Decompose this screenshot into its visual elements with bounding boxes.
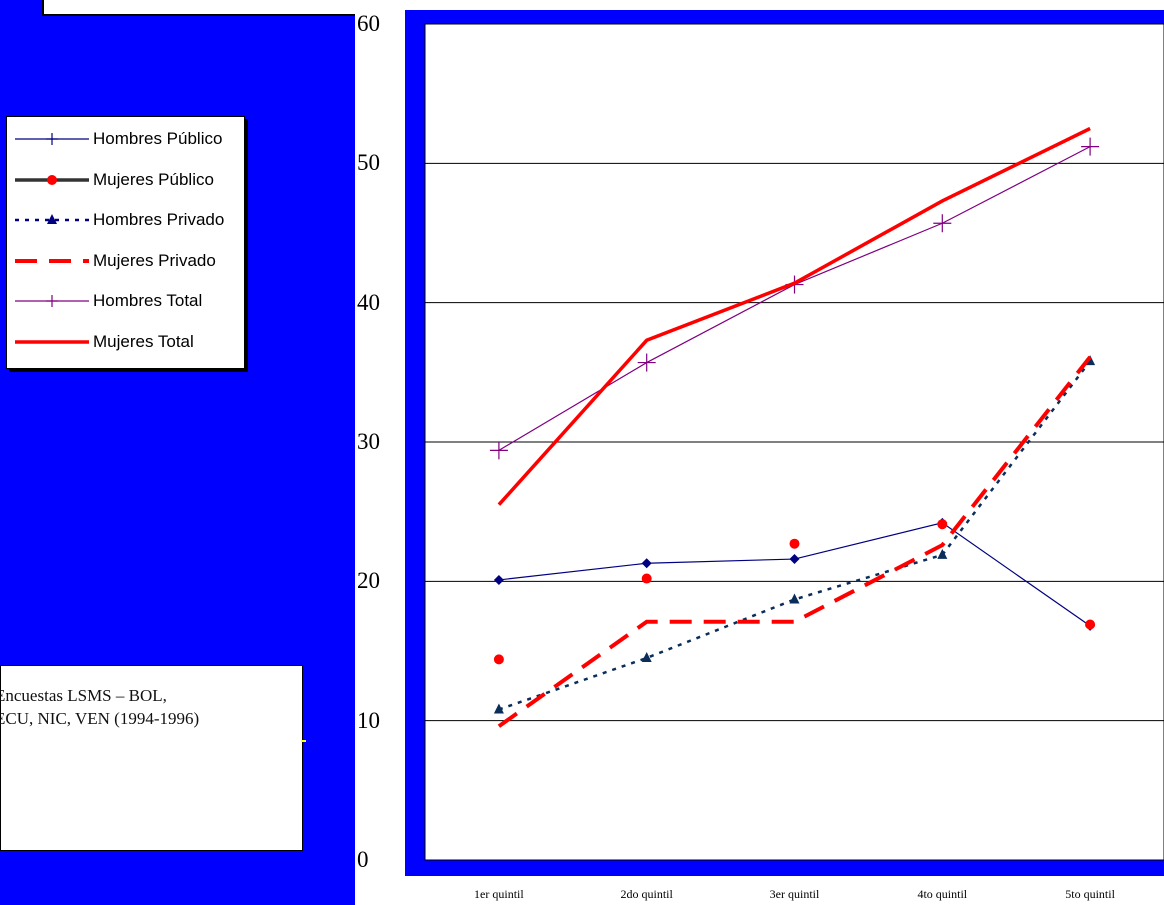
- series-5: [497, 126, 1091, 506]
- legend-swatch-icon: [15, 295, 89, 307]
- data-point: [937, 548, 948, 559]
- y-tick-label: 10: [357, 707, 380, 733]
- legend-item: Mujeres Privado: [13, 247, 243, 275]
- legend-swatch-icon: [15, 258, 89, 263]
- x-tick-label: 2do quintil: [620, 887, 673, 901]
- top-white-strip: [42, 0, 355, 16]
- data-point: [933, 214, 952, 233]
- line-chart: [424, 23, 1164, 861]
- y-tick-label: 0: [357, 847, 369, 872]
- series-line: [497, 126, 1091, 506]
- y-tick-label: 20: [357, 568, 380, 594]
- y-tick-label: 40: [357, 289, 380, 315]
- data-point: [493, 654, 504, 665]
- legend-label: Hombres Privado: [93, 210, 225, 229]
- legend-label: Hombres Público: [93, 129, 223, 148]
- data-point: [789, 554, 800, 565]
- legend-label: Mujeres Privado: [93, 250, 216, 270]
- data-point: [641, 651, 652, 662]
- chart-legend: Hombres Público Mujeres Público Hombres Pr…: [6, 116, 245, 369]
- chart-frame: [405, 10, 1164, 876]
- y-axis: 0 10 20 30 40 50 60: [355, 0, 405, 905]
- data-point: [641, 573, 652, 584]
- data-point: [1081, 137, 1100, 156]
- source-note: Encuestas LSMS – BOL, ECU, NIC, VEN (199…: [0, 686, 200, 728]
- data-point: [1085, 619, 1096, 630]
- legend-swatch-icon: [15, 174, 89, 185]
- data-point: [493, 574, 504, 585]
- series-line: [498, 360, 1092, 711]
- data-point: [789, 538, 800, 549]
- legend-item: Mujeres Público: [13, 166, 243, 194]
- series-1: [493, 519, 1096, 665]
- series-line: [497, 355, 1092, 728]
- legend-swatch-icon: [15, 214, 89, 224]
- data-point: [637, 353, 656, 372]
- legend-label: Mujeres Total: [93, 331, 194, 351]
- y-tick-label: 50: [357, 150, 380, 176]
- x-tick-label: 3er quintil: [769, 887, 820, 901]
- x-tick-label: 1er quintil: [474, 887, 524, 901]
- data-point: [641, 558, 652, 569]
- x-tick-label: 5to quintil: [1065, 887, 1115, 901]
- data-point: [937, 519, 948, 530]
- legend-item: Hombres Público: [13, 125, 243, 153]
- data-point: [489, 441, 508, 460]
- legend-label: Mujeres Público: [93, 169, 214, 189]
- y-tick-label: 30: [357, 429, 380, 454]
- decorative-dash: [301, 740, 306, 742]
- series-3: [497, 355, 1092, 728]
- legend-item: Hombres Privado: [13, 206, 243, 234]
- legend-swatch-icon: [15, 133, 89, 145]
- legend-item: Mujeres Total: [13, 328, 243, 356]
- legend-label: Hombres Total: [93, 291, 203, 310]
- source-note-box: Encuestas LSMS – BOL, ECU, NIC, VEN (199…: [0, 665, 303, 851]
- data-point: [493, 703, 504, 714]
- legend-item: Hombres Total: [13, 287, 243, 315]
- data-point: [789, 593, 800, 604]
- legend-swatch-icon: [15, 339, 89, 344]
- y-tick-label: 60: [357, 11, 380, 36]
- x-tick-label: 4to quintil: [917, 887, 968, 901]
